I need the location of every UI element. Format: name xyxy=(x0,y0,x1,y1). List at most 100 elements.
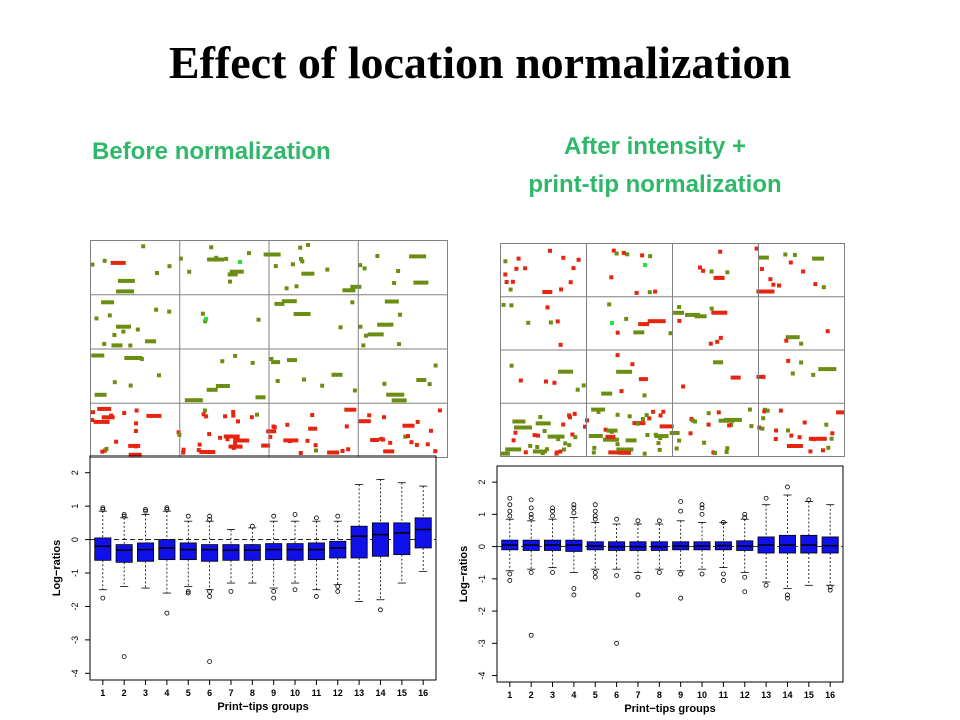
spot-olive xyxy=(386,392,405,397)
spot-red xyxy=(768,277,773,282)
spot-red xyxy=(647,319,666,324)
outlier xyxy=(164,507,170,512)
spot-olive xyxy=(709,269,714,274)
spot-red xyxy=(261,443,271,448)
spot-red xyxy=(658,413,663,418)
outlier xyxy=(678,595,684,601)
spot-red xyxy=(544,379,548,384)
spot-red xyxy=(653,289,658,294)
box xyxy=(179,542,197,561)
box xyxy=(307,542,325,561)
spot-olive xyxy=(413,280,429,285)
x-tick-label: 13 xyxy=(354,688,364,698)
spot-red xyxy=(797,435,802,440)
spot-red xyxy=(688,431,693,436)
box xyxy=(115,544,133,563)
spot-olive xyxy=(104,446,109,451)
spot-red xyxy=(808,449,813,454)
spot-red xyxy=(201,412,206,417)
spot-red xyxy=(128,443,141,448)
x-tick-label: 15 xyxy=(397,688,407,698)
spot-olive xyxy=(821,285,826,290)
outlier xyxy=(507,502,513,508)
spot-olive xyxy=(642,393,647,398)
outlier xyxy=(614,640,620,646)
spot-olive xyxy=(614,251,619,256)
spot-red xyxy=(754,246,759,251)
x-tick-label: 9 xyxy=(271,688,276,698)
spot-red xyxy=(409,440,414,445)
spot-olive xyxy=(433,363,438,368)
spot-olive xyxy=(107,313,112,318)
outlier xyxy=(785,484,790,490)
spot-olive xyxy=(505,447,522,452)
outlier xyxy=(528,511,534,517)
x-tick-label: 8 xyxy=(657,690,662,700)
spot-red xyxy=(91,410,95,415)
x-tick-label: 4 xyxy=(164,688,169,698)
outlier xyxy=(271,513,277,519)
spot-red xyxy=(114,439,119,444)
spot-olive xyxy=(514,425,532,430)
spot-red xyxy=(759,267,764,271)
spot-red xyxy=(718,335,723,340)
before-label: Before normalization xyxy=(92,138,331,165)
spot-red xyxy=(621,250,626,255)
outlier xyxy=(720,578,726,583)
spot-red xyxy=(619,389,624,394)
spot-olive xyxy=(384,299,399,304)
spot-olive xyxy=(501,302,506,307)
box xyxy=(329,540,347,559)
outlier xyxy=(185,589,191,594)
y-tick-label: 2 xyxy=(477,480,487,485)
x-tick-label: 14 xyxy=(782,690,792,700)
spot-olive xyxy=(352,388,357,393)
box xyxy=(243,544,261,561)
spot-olive xyxy=(725,446,730,451)
spot-red xyxy=(716,410,721,415)
spot-red xyxy=(558,449,563,454)
spot-red xyxy=(225,437,230,442)
spot-olive xyxy=(542,429,547,433)
spot-olive xyxy=(765,408,770,413)
spot-red xyxy=(308,426,318,431)
box xyxy=(565,539,583,552)
spot-olive xyxy=(377,322,392,327)
spot-red xyxy=(708,341,713,346)
spot-red xyxy=(313,443,318,448)
spot-olive xyxy=(350,284,362,289)
spot-olive xyxy=(281,299,297,304)
spot-red xyxy=(344,407,357,412)
box xyxy=(371,522,389,557)
spot-olive xyxy=(644,413,649,418)
spot-olive xyxy=(591,450,596,455)
spot-olive xyxy=(826,445,831,450)
spot-red xyxy=(122,411,127,415)
spot-red xyxy=(536,433,540,438)
spot-olive xyxy=(693,419,697,424)
spot-red xyxy=(788,260,793,265)
spot-olive xyxy=(615,442,620,447)
spot-red xyxy=(786,444,803,448)
y-tick-label: -4 xyxy=(477,672,487,680)
box xyxy=(778,534,796,554)
spot-red xyxy=(176,430,181,435)
spot-olive xyxy=(302,377,306,382)
spot-red xyxy=(197,442,202,447)
spot-olive xyxy=(532,449,547,454)
spot-red xyxy=(518,378,523,383)
spot-olive xyxy=(274,301,285,306)
spot-olive xyxy=(640,417,645,421)
spot-olive xyxy=(694,314,707,319)
outlier xyxy=(592,569,598,575)
x-tick-label: 13 xyxy=(761,690,771,700)
spot-olive xyxy=(508,287,513,292)
spot-red xyxy=(559,287,564,292)
spot-red xyxy=(437,408,442,413)
spot-red xyxy=(568,280,573,285)
spot-red xyxy=(383,449,395,454)
spot-olive xyxy=(540,451,545,456)
spot-red xyxy=(609,275,614,280)
outlier xyxy=(720,520,726,525)
spot-red xyxy=(425,442,430,447)
